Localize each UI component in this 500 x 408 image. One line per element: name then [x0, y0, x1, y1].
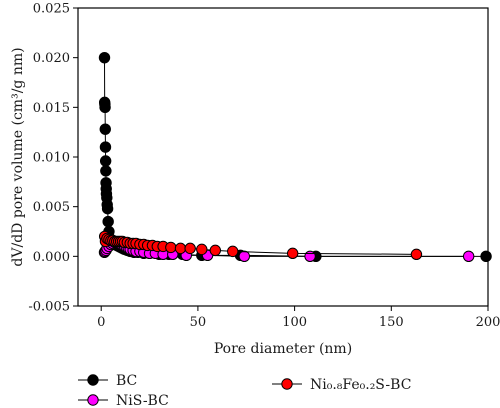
legend: BC NiS-BC Ni₀.₈Fe₀.₂S-BC	[78, 373, 411, 408]
plot-frame	[77, 7, 489, 307]
y-tick-label: 0.025	[33, 2, 70, 17]
series-line	[103, 57, 487, 257]
legend-item: Ni₀.₈Fe₀.₂S-BC	[272, 377, 411, 393]
data-point	[304, 250, 316, 263]
legend-marker	[281, 378, 293, 390]
y-tick-label: 0.015	[33, 101, 70, 116]
x-tick-label: 200	[476, 315, 500, 330]
data-point	[174, 242, 187, 255]
data-point	[238, 250, 251, 263]
data-point	[184, 242, 196, 255]
series-bc	[98, 51, 492, 263]
legend-label: BC	[116, 373, 137, 389]
data-point	[99, 101, 111, 114]
data-point	[196, 243, 208, 256]
x-axis: 0 50 100 150 200	[97, 306, 500, 330]
y-tick-label: 0.010	[33, 151, 70, 166]
x-axis-title: Pore diameter (nm)	[214, 341, 352, 357]
series-layer	[98, 51, 492, 263]
plot-border	[77, 7, 489, 307]
data-point	[462, 250, 475, 263]
data-point	[98, 51, 111, 64]
y-tick-label: 0.020	[33, 51, 70, 66]
legend-marker	[87, 374, 99, 386]
legend-item: BC	[78, 373, 137, 389]
data-point	[227, 245, 239, 258]
y-tick-label: 0.005	[33, 200, 70, 215]
y-axis: -0.005 0.000 0.005 0.010 0.015 0.020 0.025	[28, 2, 78, 315]
data-point	[102, 215, 114, 228]
data-point	[99, 141, 112, 153]
x-tick-label: 150	[379, 315, 404, 330]
data-point	[410, 248, 423, 261]
series-ni-fe-s-bc	[98, 230, 423, 261]
legend-item: NiS-BC	[78, 393, 169, 408]
legend-label: Ni₀.₈Fe₀.₂S-BC	[310, 377, 411, 393]
y-axis-title: dV/dD pore volume (cm³/g nm)	[10, 47, 26, 266]
x-tick-label: 100	[282, 315, 307, 330]
data-point	[165, 241, 177, 254]
y-tick-label: 0.000	[33, 250, 70, 265]
data-point	[99, 123, 111, 135]
x-tick-label: 50	[190, 315, 207, 330]
x-tick-label: 0	[97, 315, 105, 330]
data-point	[209, 244, 222, 257]
data-point	[480, 250, 492, 263]
data-point	[100, 165, 112, 177]
data-point	[286, 247, 299, 260]
data-point	[99, 155, 112, 167]
y-tick-label: -0.005	[28, 300, 70, 315]
legend-marker	[87, 394, 99, 406]
legend-label: NiS-BC	[116, 393, 169, 408]
data-point	[101, 202, 114, 215]
